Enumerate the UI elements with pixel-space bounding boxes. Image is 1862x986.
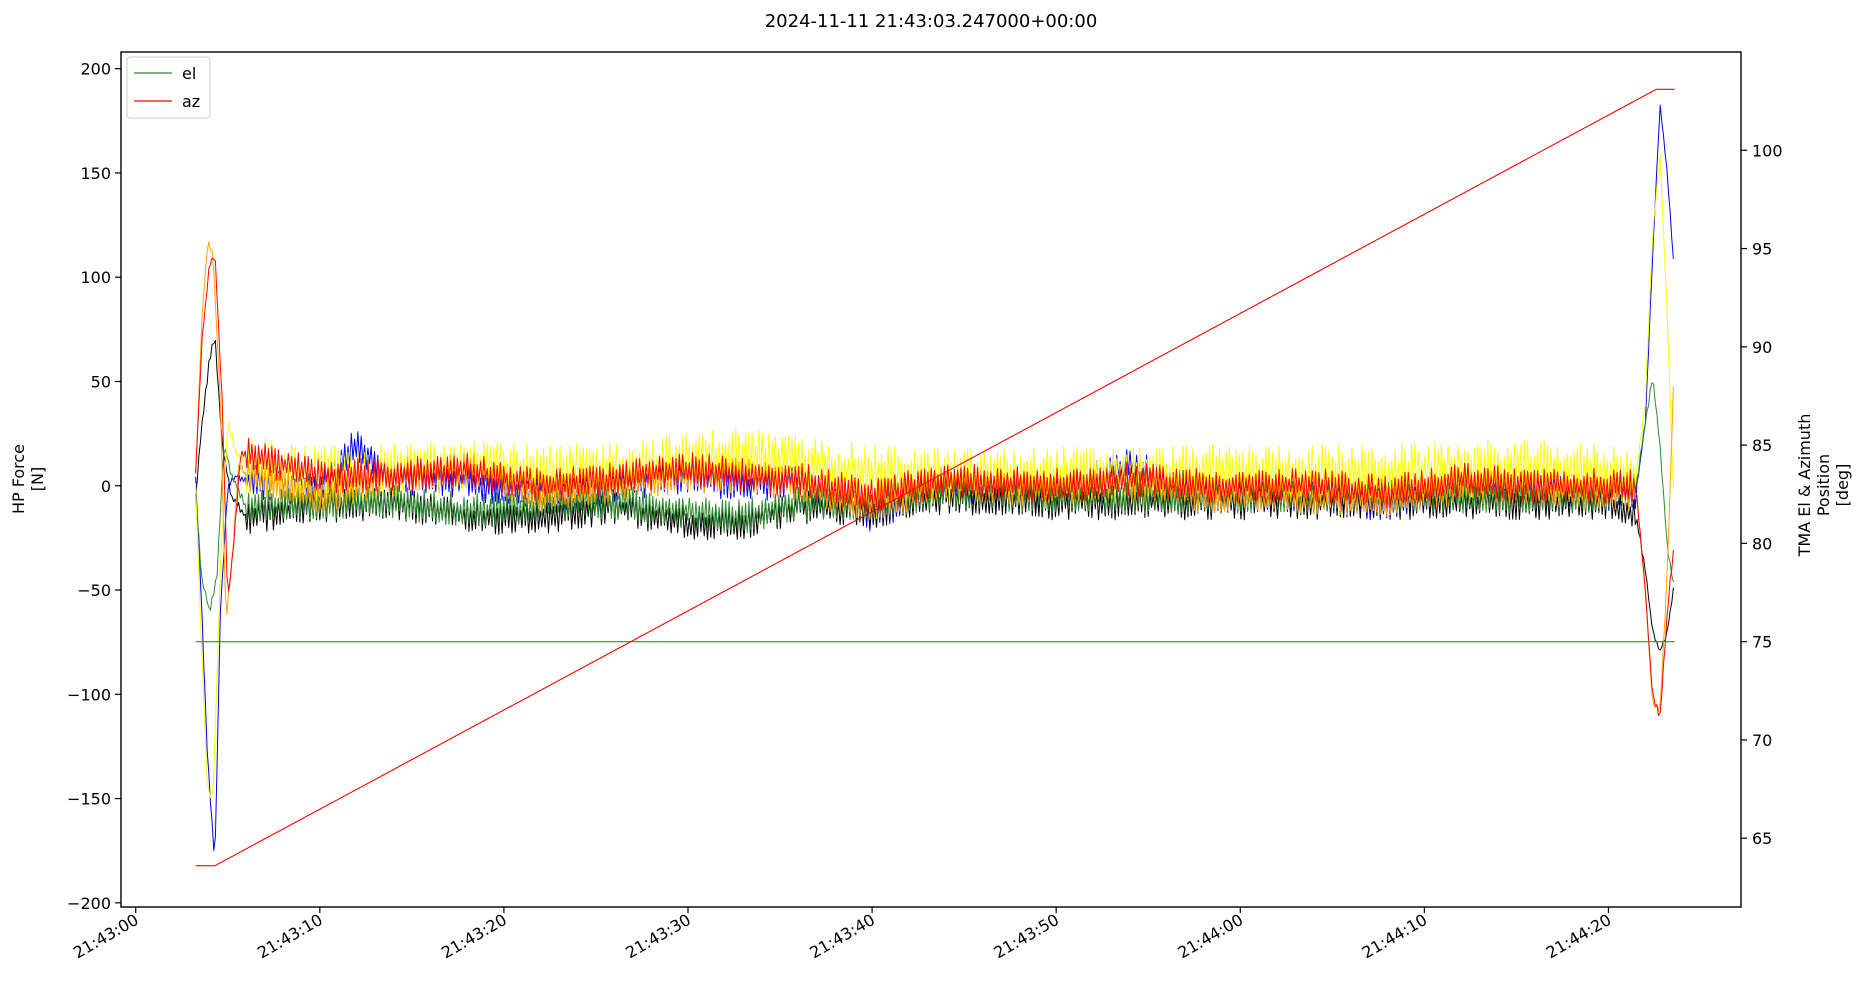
legend-label-az: az: [182, 92, 200, 111]
plot-frame: [120, 51, 1742, 908]
legend-frame: [126, 56, 211, 119]
left-tick-label: 0: [101, 477, 111, 496]
right-axis: 65 70 75 80 85 90 95 100: [1741, 141, 1783, 848]
right-tick-label: 85: [1752, 436, 1772, 455]
left-tick-label: 50: [91, 372, 111, 391]
left-tick-label: −150: [67, 790, 111, 809]
x-tick-label: 21:44:20: [1543, 910, 1615, 962]
legend-label-el: el: [182, 64, 196, 83]
position-series-az: [195, 88, 1675, 867]
x-tick-label: 21:43:50: [990, 910, 1062, 962]
left-tick-label: 150: [80, 164, 111, 183]
right-axis-label-line-3: [deg]: [1833, 464, 1852, 507]
x-tick-label: 21:43:10: [254, 910, 326, 962]
left-tick-label: −100: [67, 685, 111, 704]
left-axis-label-line-1: HP Force: [9, 444, 28, 514]
left-tick-label: −50: [77, 581, 111, 600]
right-axis-label-line-2: Position: [1814, 454, 1833, 516]
force-series-line: [195, 257, 1674, 717]
right-tick-label: 95: [1752, 240, 1772, 259]
left-tick-label: 100: [80, 268, 111, 287]
x-tick-label: 21:44:10: [1359, 910, 1431, 962]
chart-title: 2024-11-11 21:43:03.247000+00:00: [765, 11, 1098, 32]
x-tick-label: 21:43:00: [70, 910, 142, 962]
right-tick-label: 80: [1752, 534, 1772, 553]
x-tick-label: 21:43:30: [622, 910, 694, 962]
right-tick-label: 65: [1752, 829, 1772, 848]
right-tick-label: 75: [1752, 633, 1772, 652]
left-axis: −200 −150 −100 −50 0 50 100 150 200: [67, 60, 121, 913]
right-tick-label: 70: [1752, 731, 1772, 750]
series-layer: [195, 88, 1675, 867]
right-tick-label: 90: [1752, 338, 1772, 357]
x-tick-label: 21:43:40: [806, 910, 878, 962]
left-axis-label-line-2: [N]: [28, 467, 47, 491]
x-tick-label: 21:44:00: [1175, 910, 1247, 962]
right-tick-label: 100: [1752, 141, 1783, 160]
x-tick-label: 21:43:20: [438, 910, 510, 962]
x-axis: 21:43:00 21:43:10 21:43:20 21:43:30 21:43:40…: [70, 907, 1614, 962]
legend: el az: [126, 56, 211, 119]
left-tick-label: 200: [80, 60, 111, 79]
right-axis-label-line-1: TMA El & Azimuth: [1795, 414, 1814, 558]
left-tick-label: −200: [67, 894, 111, 913]
